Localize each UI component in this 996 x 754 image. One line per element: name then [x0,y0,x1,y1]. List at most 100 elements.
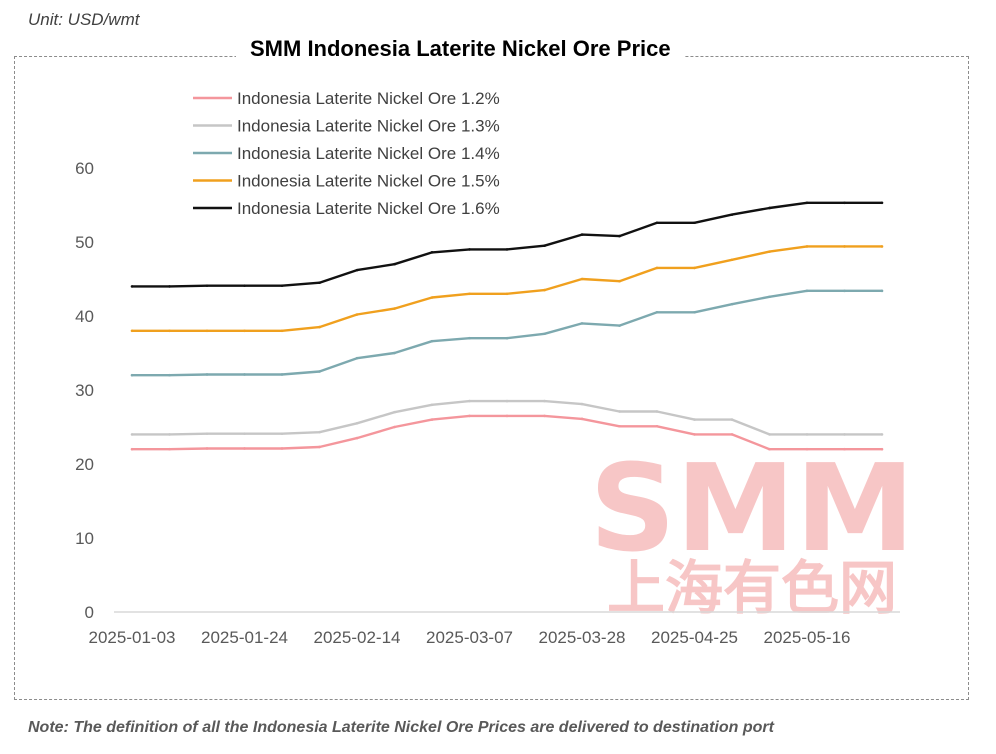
x-tick-label: 2025-02-14 [314,628,401,647]
unit-label: Unit: USD/wmt [28,10,140,29]
data-point [318,445,321,449]
data-point [805,433,809,436]
y-tick-label: 50 [75,233,94,252]
data-point [430,296,434,299]
data-point [843,433,846,436]
data-point [468,414,471,418]
data-point [880,433,884,436]
data-point [393,425,396,429]
data-point [355,313,359,316]
data-point [468,248,471,251]
data-point [205,447,209,450]
data-point [693,266,696,270]
data-point [768,447,771,451]
legend-label: Indonesia Laterite Nickel Ore 1.6% [237,199,500,218]
data-point [730,433,734,436]
data-point [655,410,659,413]
data-point [168,447,171,451]
data-point [618,424,621,428]
data-point [130,329,134,333]
x-tick-label: 2025-04-25 [651,628,738,647]
data-point [805,201,809,205]
data-point [843,289,846,293]
data-point [505,248,509,251]
data-point [130,285,134,288]
data-point [693,418,696,421]
data-point [243,284,246,287]
smm-watermark: SMM 上海有色网 [589,440,914,622]
data-point [505,399,509,403]
legend-label: Indonesia Laterite Nickel Ore 1.5% [237,172,500,191]
data-point [168,285,171,288]
data-point [618,279,621,283]
data-point [168,329,171,333]
x-axis: 2025-01-03 2025-01-24 2025-02-14 2025-03-07… [89,628,851,647]
series-group [130,414,884,451]
data-point [693,433,696,436]
series-line [132,289,882,377]
data-point [243,373,246,376]
x-tick-label: 2025-03-07 [426,628,513,647]
series-group [130,289,884,377]
series-line [132,399,882,436]
data-point [355,436,359,440]
data-point [880,289,884,293]
data-point [280,373,284,376]
series-group [130,201,884,288]
data-point [543,399,546,403]
data-point [580,417,584,421]
data-point [768,295,771,299]
data-point [205,284,209,287]
y-axis: 0 10 20 30 40 50 60 [75,159,94,622]
chart-title: SMM Indonesia Laterite Nickel Ore Price [236,36,685,62]
data-point [730,302,734,306]
data-point [168,433,171,436]
data-point [768,433,771,436]
data-point [880,245,884,248]
data-point [318,370,321,373]
data-point [318,325,321,329]
data-point [618,324,621,327]
y-tick-label: 30 [75,381,94,400]
data-point [243,329,246,333]
data-point [280,447,284,450]
data-point [393,307,396,310]
data-point [730,213,734,216]
data-point [730,258,734,262]
data-point [580,277,584,281]
data-point [130,433,134,436]
data-point [693,311,696,314]
data-point [355,356,359,360]
data-point [655,424,659,428]
data-point [880,447,884,451]
data-point [205,432,209,435]
data-point [843,245,846,248]
legend-label: Indonesia Laterite Nickel Ore 1.2% [237,89,500,108]
data-point [243,447,246,450]
data-point [655,266,659,270]
data-point [243,432,246,435]
data-point [468,399,471,403]
series-line [132,245,882,332]
y-tick-label: 40 [75,307,94,326]
data-point [355,422,359,425]
data-point [543,244,546,247]
data-point [655,221,659,225]
y-tick-label: 20 [75,455,94,474]
legend-label: Indonesia Laterite Nickel Ore 1.3% [237,117,500,136]
data-point [505,292,509,296]
data-point [505,336,509,340]
footnote: Note: The definition of all the Indonesi… [28,719,774,736]
x-tick-label: 2025-01-03 [89,628,176,647]
data-point [430,339,434,343]
data-point [805,289,809,293]
data-point [468,336,471,340]
data-point [393,351,396,355]
data-point [468,292,471,296]
data-point [430,403,434,407]
data-point [505,414,509,418]
data-point [618,234,621,238]
legend: Indonesia Laterite Nickel Ore 1.2% Indone… [193,89,500,218]
data-point [580,402,584,406]
